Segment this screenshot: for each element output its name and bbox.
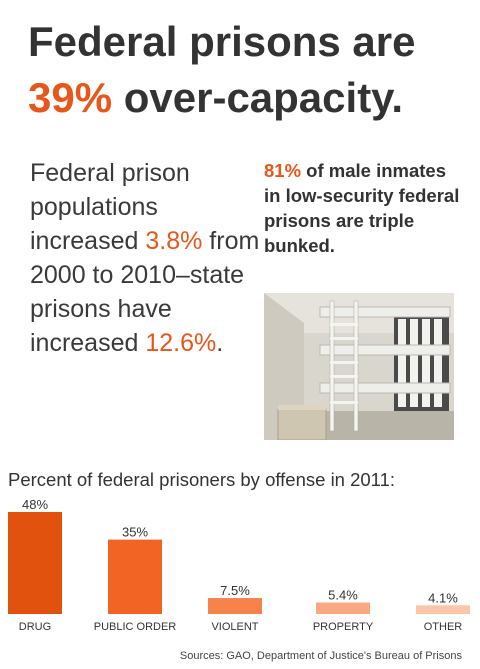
category-label-public-order: PUBLIC ORDER xyxy=(94,621,177,633)
source-credit: Sources: GAO, Department of Justice's Bu… xyxy=(179,650,462,662)
bar-public-order xyxy=(108,539,162,614)
data-label-public-order: 35% xyxy=(122,525,148,540)
triple-bunk-callout: 81% of male inmates in low-security fede… xyxy=(264,158,464,258)
category-label-property: PROPERTY xyxy=(313,621,374,633)
bar-violent xyxy=(208,598,262,614)
data-label-property: 5.4% xyxy=(328,588,358,603)
category-label-violent: VIOLENT xyxy=(211,621,258,633)
state-growth-value: 12.6% xyxy=(145,329,217,357)
population-growth-text: Federal prison populations increased 3.8… xyxy=(30,156,260,360)
federal-growth-value: 3.8% xyxy=(145,227,203,255)
headline-rest: over-capacity. xyxy=(123,74,404,121)
callout-text: of male inmates in low-security federal … xyxy=(264,160,460,256)
bar-property xyxy=(316,602,370,614)
headline: Federal prisons are 39% over-capacity. xyxy=(28,14,468,126)
category-label-other: OTHER xyxy=(424,621,463,633)
population-text-b: from 2000 to 2010–state prisons have inc… xyxy=(30,227,260,357)
data-label-drug: 48% xyxy=(22,497,48,512)
data-label-other: 4.1% xyxy=(428,590,458,605)
headline-line1: Federal prisons are xyxy=(28,18,416,65)
chart-title: Percent of federal prisoners by offense … xyxy=(8,469,396,490)
headline-accent-percent: 39% xyxy=(28,74,113,121)
bar-drug xyxy=(8,512,62,614)
data-label-violent: 7.5% xyxy=(220,583,250,598)
population-text-a: Federal prison populations increased xyxy=(30,159,190,255)
prison-cell-triple-bunk-photo xyxy=(264,293,454,440)
category-label-drug: DRUG xyxy=(19,621,51,633)
callout-accent-percent: 81% xyxy=(264,160,302,181)
offense-bar-chart: 48% DRUG 35% PUBLIC ORDER 7.5% VIOLENT 5.4% PRO… xyxy=(8,497,470,633)
population-text-c: . xyxy=(216,329,224,357)
bar-other xyxy=(416,605,470,614)
